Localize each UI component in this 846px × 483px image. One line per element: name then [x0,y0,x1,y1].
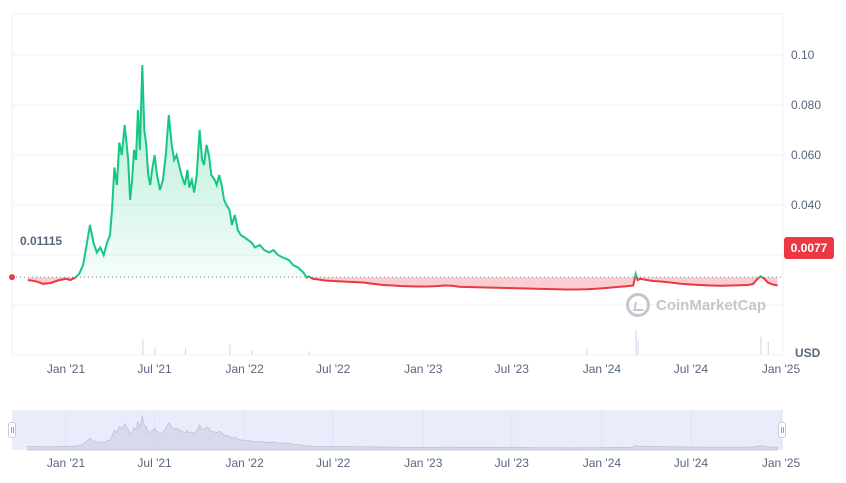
volume-bars [142,329,769,355]
current-price-badge: 0.0077 [784,237,834,259]
volume-bar [184,348,186,355]
navigator-area [27,415,778,451]
y-tick-label: 0.10 [791,48,815,62]
navigator-x-tick-label: Jul '23 [495,456,530,470]
navigator-x-tick-label: Jul '22 [316,456,351,470]
x-tick-label: Jan '24 [583,362,622,376]
volume-bar [637,339,639,355]
x-tick-label: Jul '23 [495,362,530,376]
navigator-x-ticks: Jan '21 Jul '21 Jan '22 Jul '22 Jan '23 Jul '… [47,456,801,470]
volume-bar [635,329,637,355]
x-tick-label: Jan '25 [762,362,801,376]
x-tick-label: Jul '21 [137,362,172,376]
currency-unit-label: USD [795,346,821,360]
time-navigator[interactable] [12,410,783,451]
x-tick-label: Jan '23 [404,362,443,376]
area-fill-above-reference [27,65,778,278]
volume-bar [251,349,253,355]
y-tick-label: 0.080 [791,98,821,112]
navigator-right-handle[interactable] [778,422,786,438]
reference-price-label: 0.01115 [18,234,65,248]
x-axis-ticks: Jan '21 Jul '21 Jan '22 Jul '22 Jan '23 Jul '… [47,362,801,376]
navigator-left-handle[interactable] [8,422,16,438]
x-tick-label: Jul '24 [674,362,709,376]
volume-bar [586,348,588,355]
volume-bar [760,336,762,355]
volume-bar [229,344,231,355]
y-tick-label: 0.040 [791,198,821,212]
x-tick-label: Jan '22 [225,362,264,376]
navigator-x-tick-label: Jul '21 [137,456,172,470]
volume-bar [154,347,156,355]
price-line-above-reference [73,64,764,278]
area-fill-below-reference [27,277,778,290]
volume-bar [767,342,769,355]
navigator-x-tick-label: Jan '25 [762,456,801,470]
x-tick-label: Jul '22 [316,362,351,376]
volume-bar [142,339,144,355]
x-tick-label: Jan '21 [47,362,86,376]
navigator-x-tick-label: Jan '24 [583,456,622,470]
volume-bar [308,351,310,355]
navigator-x-tick-label: Jan '23 [404,456,443,470]
price-line-below-reference [27,277,778,291]
navigator-x-tick-label: Jan '21 [47,456,86,470]
y-tick-label: 0.060 [791,148,821,162]
navigator-x-tick-label: Jan '22 [225,456,264,470]
navigator-x-tick-label: Jul '24 [674,456,709,470]
